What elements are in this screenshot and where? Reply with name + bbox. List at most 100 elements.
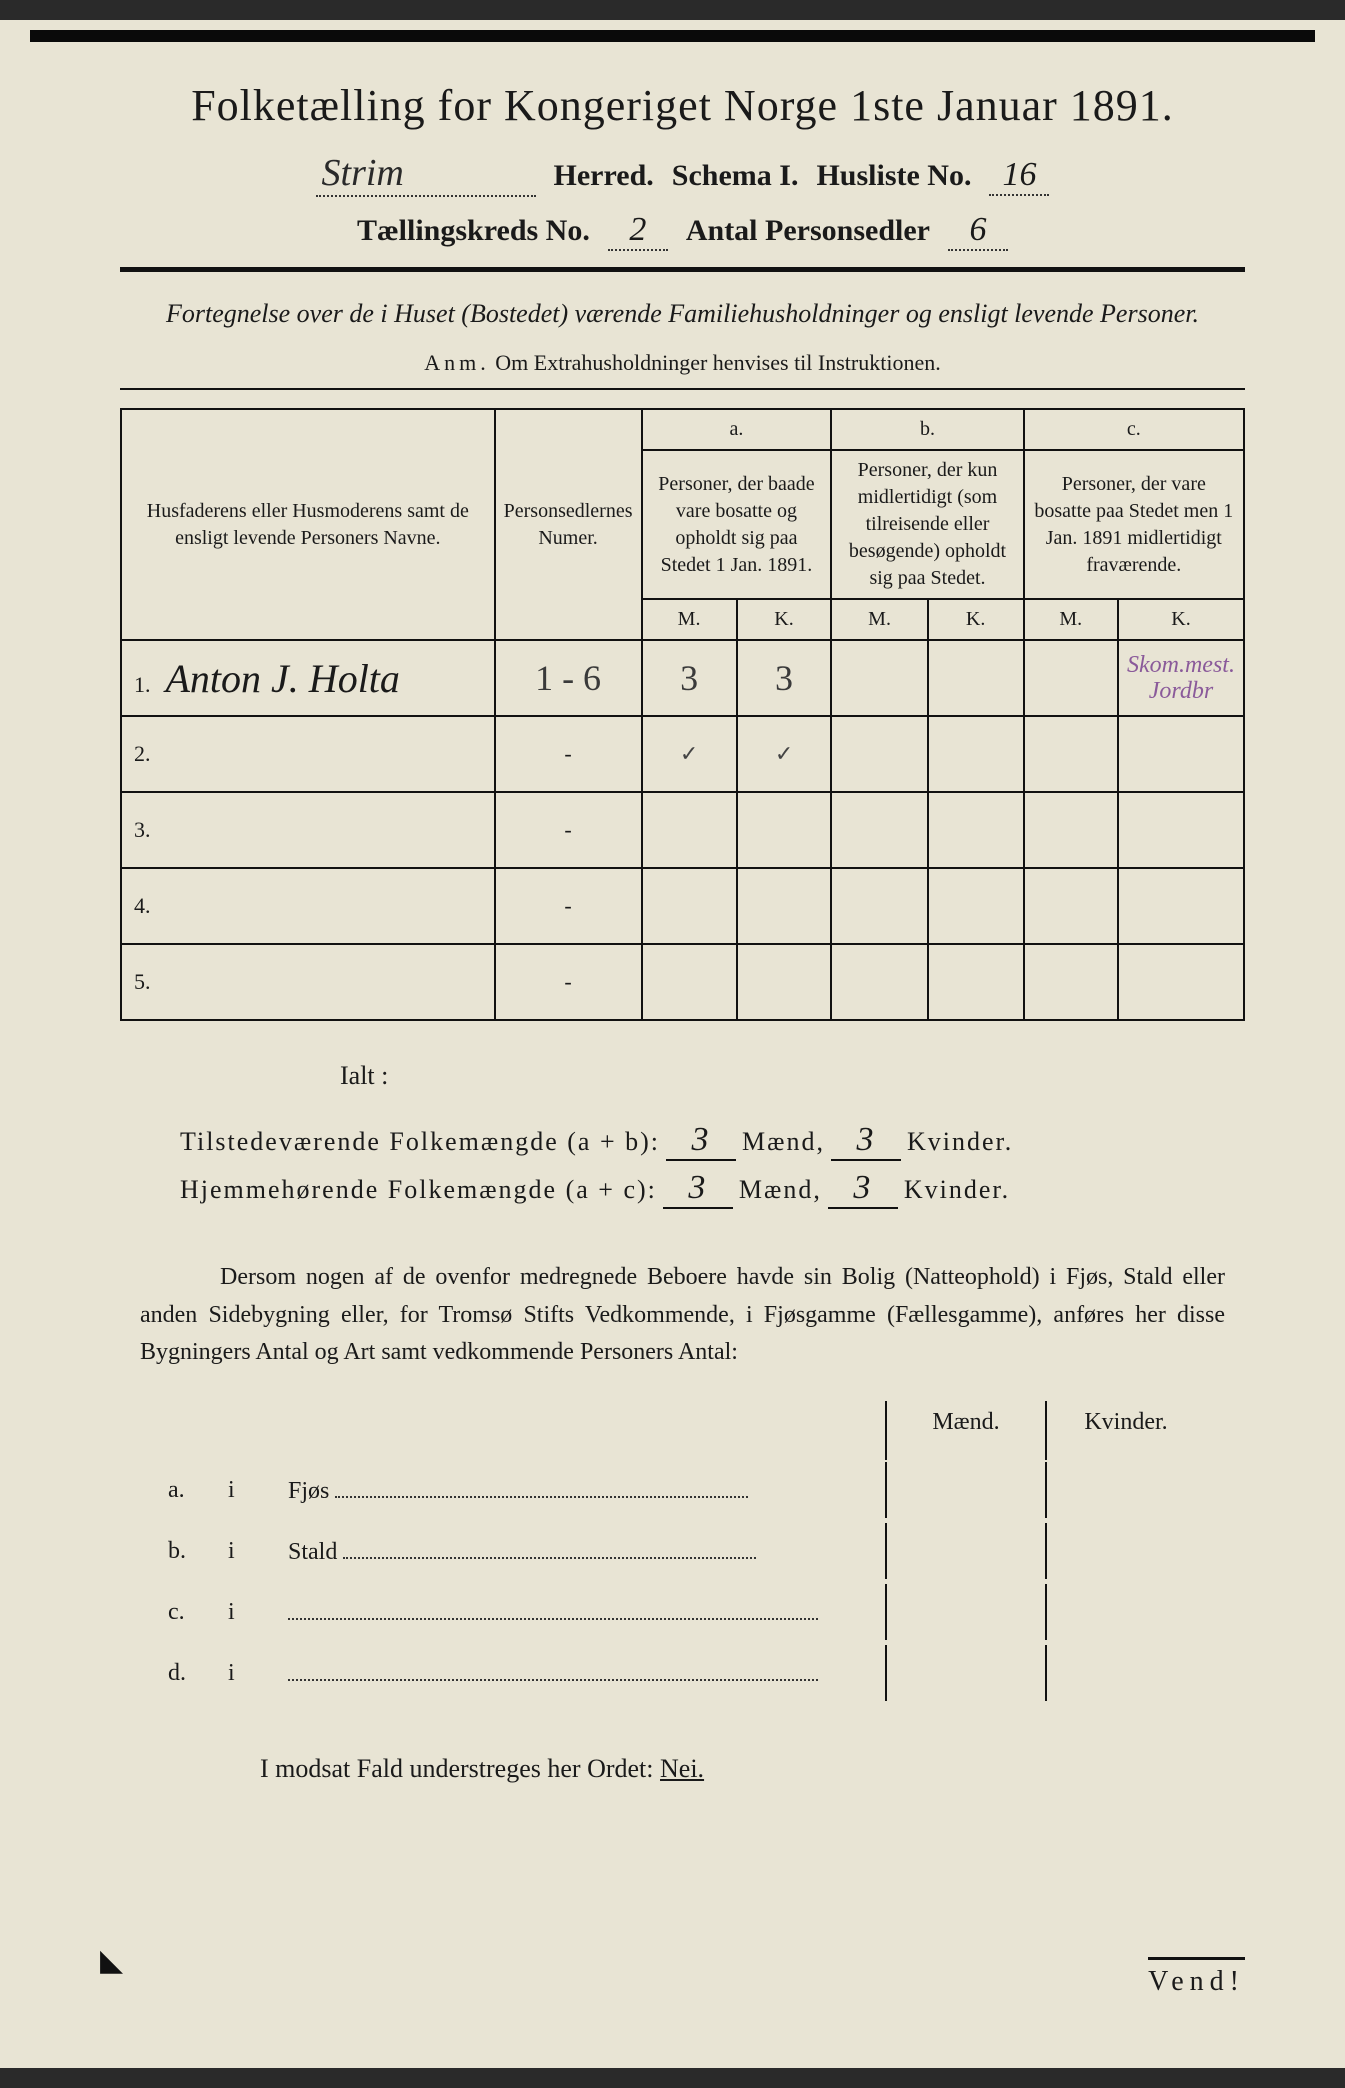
cell-aK [737, 868, 832, 944]
table-body: 1. Anton J. Holta 1 - 6 3 3 Skom.mest. J… [121, 640, 1244, 1020]
cell-aM: 3 [642, 640, 737, 716]
th-a-m: M. [642, 599, 737, 640]
aK-value: 3 [775, 658, 793, 698]
th-c: Personer, der vare bosatte paa Stedet me… [1024, 450, 1244, 599]
cell-bM [831, 944, 927, 1020]
cell-cM [1024, 944, 1118, 1020]
table-row: 3. - [121, 792, 1244, 868]
cell-aM: ✓ [642, 716, 737, 792]
row-number: 3. [134, 817, 160, 843]
total-resident: Hjemmehørende Folkemængde (a + c): 3 Mæn… [180, 1169, 1245, 1209]
cell-num: - [495, 792, 642, 868]
cell-num: 1 - 6 [495, 640, 642, 716]
total-resident-m: 3 [663, 1169, 733, 1209]
cell-name: 3. [121, 792, 495, 868]
cell-name: 2. [121, 716, 495, 792]
cell-bK [928, 716, 1024, 792]
bt-type-text: Fjøs [288, 1478, 329, 1504]
bt-kvinder: Kvinder. [1045, 1401, 1205, 1460]
bt-b: b. [160, 1522, 220, 1581]
bt-type [280, 1643, 885, 1704]
cell-cK [1118, 944, 1244, 1020]
anm-prefix: Anm. [424, 350, 490, 375]
cell-cK: Skom.mest. Jordbr [1118, 640, 1244, 716]
row-number: 5. [134, 969, 160, 995]
kvinder-label-2: Kvinder. [904, 1175, 1010, 1205]
th-num: Personsedlernes Numer. [495, 409, 642, 640]
cell-name: 5. [121, 944, 495, 1020]
th-a-label: a. [642, 409, 832, 450]
bt-type-text: Stald [288, 1539, 337, 1565]
bt-a: a. [160, 1461, 220, 1520]
bt-maend: Mænd. [885, 1401, 1045, 1460]
th-b-m: M. [831, 599, 927, 640]
kreds-value: 2 [608, 211, 668, 251]
census-form-page: Folketælling for Kongeriget Norge 1ste J… [0, 20, 1345, 2068]
th-b: Personer, der kun midlertidigt (som tilr… [831, 450, 1023, 599]
aM-value: 3 [680, 658, 698, 698]
bt-i: i [220, 1583, 280, 1642]
kreds-label: Tællingskreds No. [357, 214, 590, 248]
antal-label: Antal Personsedler [686, 214, 930, 248]
bt-k-cell [1045, 1462, 1205, 1518]
nei-prefix: I modsat Fald understreges her Ordet: [260, 1754, 654, 1783]
th-name: Husfaderens eller Husmoderens samt de en… [121, 409, 495, 640]
table-row: 2. - ✓ ✓ [121, 716, 1244, 792]
cell-cK [1118, 716, 1244, 792]
outbuilding-paragraph: Dersom nogen af de ovenfor medregnede Be… [140, 1259, 1225, 1371]
cell-aM [642, 944, 737, 1020]
bt-k-cell [1045, 1645, 1205, 1701]
subtitle: Fortegnelse over de i Huset (Bostedet) v… [120, 296, 1245, 332]
rule-2 [120, 388, 1245, 390]
cell-aM [642, 792, 737, 868]
cell-bK [928, 868, 1024, 944]
page-title: Folketælling for Kongeriget Norge 1ste J… [120, 80, 1245, 131]
th-name-text: Husfaderens eller Husmoderens samt de en… [147, 500, 469, 549]
cell-name: 1. Anton J. Holta [121, 640, 495, 716]
cell-bM [831, 716, 927, 792]
husliste-label: Husliste No. [816, 159, 971, 193]
husliste-value: 16 [989, 156, 1049, 196]
cell-bM [831, 792, 927, 868]
bt-type [280, 1582, 885, 1643]
cell-aM [642, 868, 737, 944]
bt-k-cell [1045, 1523, 1205, 1579]
cell-cK [1118, 792, 1244, 868]
household-table: Husfaderens eller Husmoderens samt de en… [120, 408, 1245, 1021]
bt-m-cell [885, 1523, 1045, 1579]
nei-line: I modsat Fald understreges her Ordet: Ne… [260, 1754, 1245, 1784]
header-line-3: Tællingskreds No. 2 Antal Personsedler 6 [120, 211, 1245, 251]
anm-text: Om Extrahusholdninger henvises til Instr… [495, 350, 940, 375]
herred-label: Herred. [554, 159, 654, 193]
th-a-k: K. [737, 599, 832, 640]
anm-line: Anm. Om Extrahusholdninger henvises til … [120, 350, 1245, 376]
cell-aK [737, 944, 832, 1020]
row-number: 1. [134, 672, 160, 698]
table-row: 5. - [121, 944, 1244, 1020]
rule-1 [120, 267, 1245, 272]
cell-cM [1024, 716, 1118, 792]
maend-label: Mænd, [742, 1127, 825, 1157]
table-row: 4. - [121, 868, 1244, 944]
th-a: Personer, der baade vare bosatte og opho… [642, 450, 832, 599]
nei-word: Nei. [660, 1754, 704, 1783]
bt-i: i [220, 1522, 280, 1581]
table-row: 1. Anton J. Holta 1 - 6 3 3 Skom.mest. J… [121, 640, 1244, 716]
th-c-label: c. [1024, 409, 1244, 450]
ialt-label: Ialt : [340, 1061, 1245, 1091]
cell-bM [831, 868, 927, 944]
outbuilding-table: Mænd. Kvinder. a. i Fjøs b. i Stald c. i… [160, 1401, 1205, 1704]
cell-num: - [495, 868, 642, 944]
th-c-k: K. [1118, 599, 1244, 640]
total-present-k: 3 [831, 1121, 901, 1161]
margin-note-2: Jordbr [1127, 678, 1235, 704]
cell-cM [1024, 868, 1118, 944]
th-b-label: b. [831, 409, 1023, 450]
th-b-k: K. [928, 599, 1024, 640]
paragraph-text: Dersom nogen af de ovenfor medregnede Be… [140, 1264, 1225, 1364]
cell-aK: ✓ [737, 716, 832, 792]
schema-label: Schema I. [672, 159, 799, 193]
cell-bM [831, 640, 927, 716]
total-resident-k: 3 [828, 1169, 898, 1209]
bt-m-cell [885, 1645, 1045, 1701]
